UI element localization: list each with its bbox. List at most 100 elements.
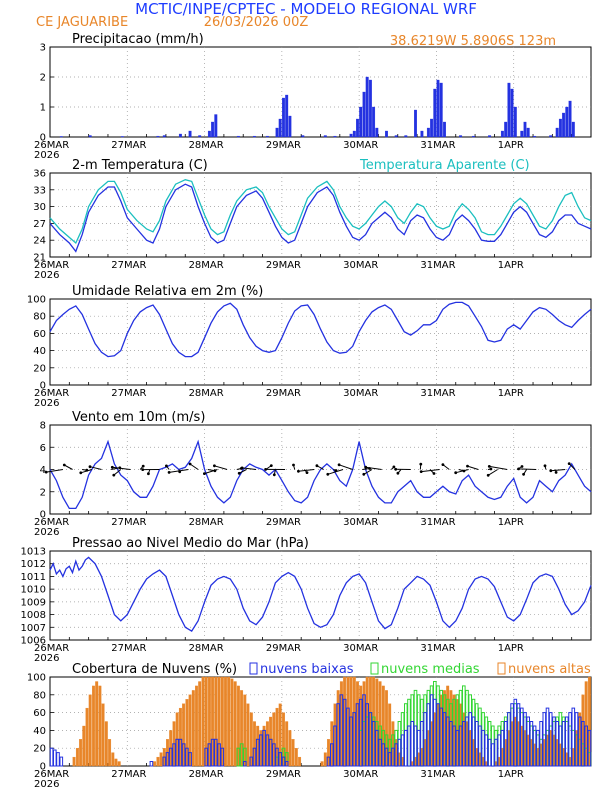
panel-title: Umidade Relativa em 2m (%) xyxy=(72,284,263,299)
bar-nuvens xyxy=(236,747,241,767)
coords-label: 38.6219W 5.8906S 123m xyxy=(390,34,556,49)
bar-precip xyxy=(333,135,337,138)
bar-precip xyxy=(288,115,292,138)
bar-nuvens xyxy=(288,730,292,767)
bar-nuvens xyxy=(220,747,225,767)
bar-nuvens xyxy=(362,694,366,767)
series-line-0 xyxy=(49,183,592,253)
bar-nuvens xyxy=(339,694,344,767)
bar-nuvens xyxy=(320,761,324,767)
x-tick-label: 26MAR xyxy=(34,388,69,399)
x-tick-label: 30MAR xyxy=(343,388,378,399)
x-year-label: 2026 xyxy=(34,150,59,161)
panel-title: 2-m Temperatura (C) xyxy=(72,158,208,173)
wind-arrow-head xyxy=(203,472,206,475)
bar-precip xyxy=(500,130,504,138)
wind-arrow-head xyxy=(520,465,524,468)
wind-arrow xyxy=(365,466,382,470)
bar-nuvens xyxy=(56,752,60,767)
legend-label: Temperatura Aparente (C) xyxy=(359,158,530,173)
x-tick-label: 27MAR xyxy=(111,643,146,654)
bar-nuvens xyxy=(330,743,334,767)
x-tick-label: 26MAR xyxy=(34,517,69,528)
y-tick-label: 0 xyxy=(40,381,46,392)
y-tick-label: 60 xyxy=(33,708,46,719)
wind-arrow xyxy=(550,469,566,472)
bar-precip xyxy=(275,127,279,138)
bar-precip xyxy=(372,106,376,138)
wind-arrow xyxy=(327,469,344,475)
x-tick-label: 30MAR xyxy=(343,769,378,780)
x-tick-label: 27MAR xyxy=(111,260,146,271)
x-tick-label: 31MAR xyxy=(420,140,455,151)
wind-arrow xyxy=(489,465,508,470)
wind-arrow-head xyxy=(392,465,396,469)
y-tick-label: 6 xyxy=(40,443,46,454)
bar-nuvens xyxy=(172,743,176,767)
y-tick-label: 1012 xyxy=(21,559,46,570)
wind-arrow-head xyxy=(141,464,145,468)
wind-arrow-head xyxy=(272,473,276,477)
wind-arrow-head xyxy=(165,464,168,468)
x-tick-label: 28MAR xyxy=(189,643,224,654)
bar-nuvens xyxy=(513,698,518,767)
wind-arrow-head xyxy=(489,467,493,471)
y-tick-label: 21 xyxy=(33,253,46,264)
bar-nuvens xyxy=(175,738,179,767)
bar-nuvens xyxy=(101,703,105,767)
wind-arrow-head xyxy=(441,463,445,466)
bar-precip xyxy=(571,121,575,138)
wind-arrow-head xyxy=(487,465,491,468)
bar-nuvens xyxy=(82,725,86,767)
bar-nuvens xyxy=(85,707,89,767)
x-tick-label: 26MAR xyxy=(34,140,69,151)
panel-frame xyxy=(49,298,592,386)
y-tick-label: 20 xyxy=(33,363,46,374)
bar-nuvens xyxy=(246,703,250,767)
wind-arrow-head xyxy=(432,472,436,475)
y-tick-label: 80 xyxy=(33,690,46,701)
bar-nuvens xyxy=(204,747,208,767)
bar-nuvens xyxy=(581,721,585,767)
x-tick-label: 31MAR xyxy=(420,769,455,780)
bar-nuvens xyxy=(268,738,273,767)
bar-nuvens xyxy=(420,721,424,767)
panel-umid: 0 20 40 60 80 100 26MAR 27MAR 28MAR 29MAR 30MAR 31M… xyxy=(27,284,592,409)
x-tick-label: 31MAR xyxy=(420,388,455,399)
bar-nuvens xyxy=(265,734,270,767)
x-year-label: 2026 xyxy=(34,398,59,409)
bar-nuvens xyxy=(487,738,492,767)
x-tick-label: 26MAR xyxy=(34,260,69,271)
bar-precip xyxy=(59,136,63,138)
bar-nuvens xyxy=(500,729,505,767)
bar-precip xyxy=(352,130,356,138)
wind-arrow xyxy=(169,469,189,473)
bar-nuvens xyxy=(262,729,266,767)
panel-temp: 21 24 27 30 33 36 26MAR 27MAR 28MAR 29MAR 30MAR 31M… xyxy=(33,158,592,281)
bar-nuvens xyxy=(368,712,373,767)
bar-precip xyxy=(278,118,282,138)
bar-nuvens xyxy=(462,721,466,767)
bar-precip xyxy=(349,133,353,138)
bar-precip xyxy=(459,135,463,138)
bar-precip xyxy=(394,135,398,138)
y-tick-label: 1008 xyxy=(21,610,46,621)
bar-precip xyxy=(510,88,514,138)
y-tick-label: 40 xyxy=(33,726,46,737)
bar-precip xyxy=(365,76,369,138)
bar-nuvens xyxy=(497,734,501,767)
bar-nuvens xyxy=(349,716,353,767)
legend-swatch xyxy=(497,662,506,675)
wind-arrow-head xyxy=(337,463,341,467)
y-tick-label: 8 xyxy=(40,421,46,432)
bar-nuvens xyxy=(532,725,537,767)
panel-title: Precipitacao (mm/h) xyxy=(72,32,204,47)
x-tick-label: 31MAR xyxy=(420,260,455,271)
bar-nuvens xyxy=(548,712,553,767)
y-tick-label: 1007 xyxy=(21,623,46,634)
bar-nuvens xyxy=(88,694,92,767)
wind-arrow xyxy=(80,469,93,474)
bar-nuvens xyxy=(371,721,376,767)
bar-nuvens xyxy=(111,752,115,767)
x-tick-label: 28MAR xyxy=(189,388,224,399)
